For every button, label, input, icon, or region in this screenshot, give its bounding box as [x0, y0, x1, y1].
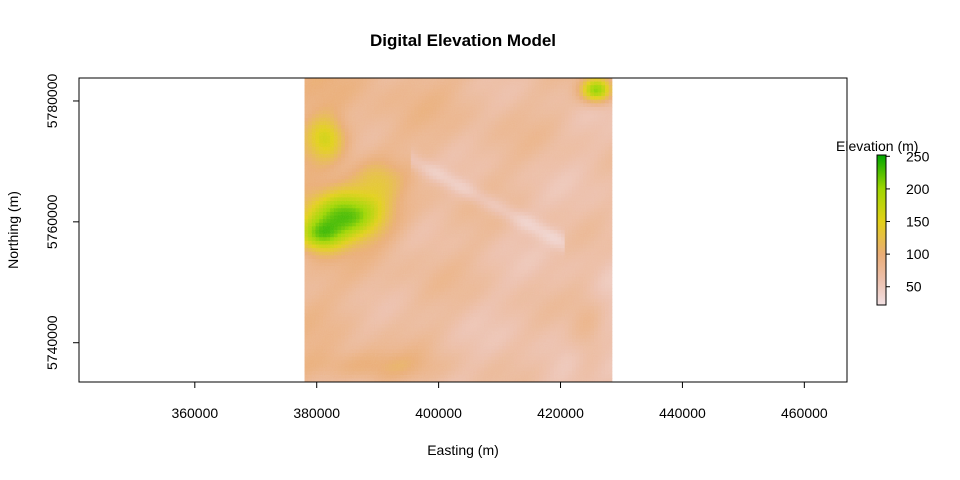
elevation-raster	[304, 78, 613, 382]
chart-title: Digital Elevation Model	[370, 31, 556, 50]
